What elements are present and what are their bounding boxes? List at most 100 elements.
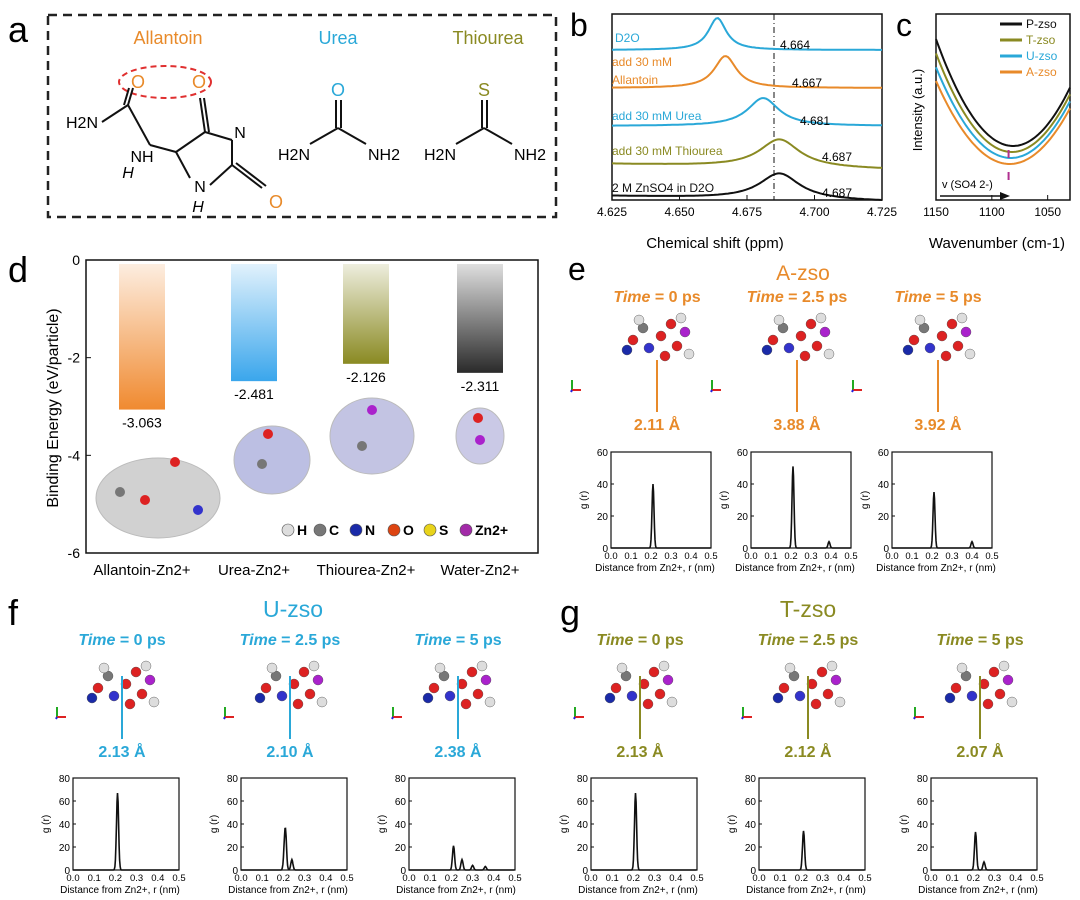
panel-letter-d: d <box>8 249 28 290</box>
c-x-tick-label: 1150 <box>923 205 949 219</box>
b-series-label: Allantoin <box>612 73 658 87</box>
atom-sphere <box>292 698 304 710</box>
rdf-x-tick-label: 0.0 <box>66 873 79 884</box>
atom-sphere <box>312 674 324 686</box>
rdf-x-tick-label: 0.2 <box>109 873 122 884</box>
rdf-y-tick-label: 40 <box>878 480 890 491</box>
c-arrow-head <box>1000 192 1010 200</box>
rdf-y-tick-label: 20 <box>577 843 589 854</box>
rdf-x-tick-label: 0.1 <box>764 551 777 562</box>
rdf-x-tick-label: 0.2 <box>795 873 808 884</box>
atom-sphere <box>655 330 667 342</box>
rdf-xlabel: Distance from Zn2+, r (nm) <box>228 885 348 896</box>
d-legend-label: C <box>329 522 339 538</box>
atom-sphere <box>140 660 152 672</box>
atom-sphere <box>815 312 827 324</box>
rdf-y-tick-label: 20 <box>878 512 890 523</box>
panel-f-snapshots: Time = 0 ps 2.13 Å 0 20 40 60 80 0.0 0.1 0.2 0.3 0.… <box>41 632 522 896</box>
rdf-curve <box>241 827 347 871</box>
rdf-x-tick-label: 0.4 <box>1009 873 1022 884</box>
rdf-frame <box>891 451 993 549</box>
b-x-tick-label: 4.650 <box>664 205 694 219</box>
time-label: Time = 2.5 ps <box>240 632 341 649</box>
atom-sphere <box>998 660 1010 672</box>
b-peak-value: 4.667 <box>792 76 822 90</box>
rdf-x-tick-label: 0.1 <box>88 873 101 884</box>
atom-sphere <box>960 326 972 338</box>
atom-sphere <box>86 692 98 704</box>
d-bar <box>457 264 503 373</box>
rdf-x-tick-label: 0.2 <box>784 551 797 562</box>
c-legend-label: T-zso <box>1026 33 1056 47</box>
rdf-y-tick-label: 60 <box>878 448 890 459</box>
b-peak-value: 4.681 <box>800 114 830 128</box>
d-legend-swatch <box>459 523 473 537</box>
atom-sphere <box>144 674 156 686</box>
atom-sphere <box>1002 674 1014 686</box>
rdf-curve <box>611 483 711 549</box>
rdf-plot: 0 20 40 60 80 0.0 0.1 0.2 0.3 0.4 0.5 g (r) Distance… <box>41 774 186 896</box>
d-y-tick-label: 0 <box>72 252 80 268</box>
atom-sphere <box>260 682 272 694</box>
rdf-y-tick-label: 20 <box>745 843 757 854</box>
d-category-label: Water-Zn2+ <box>440 562 519 579</box>
c-legend-label: A-zso <box>1026 65 1057 79</box>
allantoin-title: Allantoin <box>133 28 202 48</box>
rdf-x-tick-label: 0.1 <box>905 551 918 562</box>
md-snapshot-molecule <box>604 660 678 710</box>
atom-sphere <box>633 314 645 326</box>
axis-triad-z <box>851 389 854 393</box>
atom-sphere <box>964 348 976 360</box>
atom-sphere <box>826 660 838 672</box>
atom-sphere <box>767 334 779 346</box>
atom-sphere <box>799 350 811 362</box>
d-atom-sphere <box>473 413 483 423</box>
d-bar-value-label: -2.481 <box>234 386 274 402</box>
atom-sphere <box>626 690 638 702</box>
panel-g-snapshots: Time = 0 ps 2.13 Å 0 20 40 60 80 0.0 0.1 0.2 0.3 0.… <box>559 632 1044 896</box>
md-snapshot-molecule <box>422 660 496 710</box>
rdf-frame <box>72 777 180 871</box>
urea-structure <box>309 100 367 145</box>
allantoin-n2: N <box>194 179 206 196</box>
atom-sphere <box>298 666 310 678</box>
time-label: Time = 0 ps <box>596 632 683 649</box>
rdf-y-tick-label: 40 <box>227 820 239 831</box>
c-x-tick-label: 1050 <box>1034 205 1061 219</box>
rdf-x-tick-label: 0.5 <box>985 551 998 562</box>
time-label: Time = 2.5 ps <box>758 632 859 649</box>
c-xlabel: Wavenumber (cm-1) <box>929 235 1065 252</box>
c-legend-label: U-zso <box>1026 49 1058 63</box>
rdf-y-tick-label: 0 <box>400 866 406 877</box>
md-snapshot-molecule <box>902 312 976 362</box>
rdf-y-tick-label: 60 <box>59 797 71 808</box>
rdf-y-tick-label: 20 <box>395 843 407 854</box>
b-series-line <box>612 172 883 201</box>
allantoin-n: N <box>234 125 246 142</box>
rdf-x-tick-label: 0.1 <box>256 873 269 884</box>
rdf-y-tick-label: 60 <box>597 448 609 459</box>
rdf-x-tick-label: 0.0 <box>584 873 597 884</box>
b-xlabel: Chemical shift (ppm) <box>646 235 784 252</box>
rdf-x-tick-label: 0.0 <box>402 873 415 884</box>
b-series-label: add 30 mM Thiourea <box>612 144 723 158</box>
rdf-x-tick-label: 0.1 <box>424 873 437 884</box>
atom-sphere <box>811 340 823 352</box>
atom-sphere <box>683 348 695 360</box>
atom-sphere <box>966 690 978 702</box>
atom-sphere <box>434 662 446 674</box>
panel-c: c 1150 1100 1050 v (SO4 2-) P-zso T-zso U-zso A… <box>896 7 1071 252</box>
b-series-line <box>612 17 882 51</box>
rdf-y-tick-label: 40 <box>737 480 749 491</box>
atom-sphere <box>675 312 687 324</box>
panel-a-dashed-box <box>46 13 558 219</box>
time-label: Time = 2.5 ps <box>747 289 848 306</box>
atom-sphere <box>98 662 110 674</box>
rdf-plot: 0 20 40 60 0.0 0.1 0.2 0.3 0.4 0.5 g (r) Distance f… <box>579 448 718 574</box>
atom-sphere <box>616 662 628 674</box>
d-atom-sphere <box>115 487 125 497</box>
binding-energy-chart: 0 -2 -4 -6 -3.063 Allantoin-Zn2+ -2.481 Urea-Zn… <box>68 252 539 579</box>
rdf-x-tick-label: 0.2 <box>644 551 657 562</box>
b-x-tick-label: 4.675 <box>732 205 762 219</box>
